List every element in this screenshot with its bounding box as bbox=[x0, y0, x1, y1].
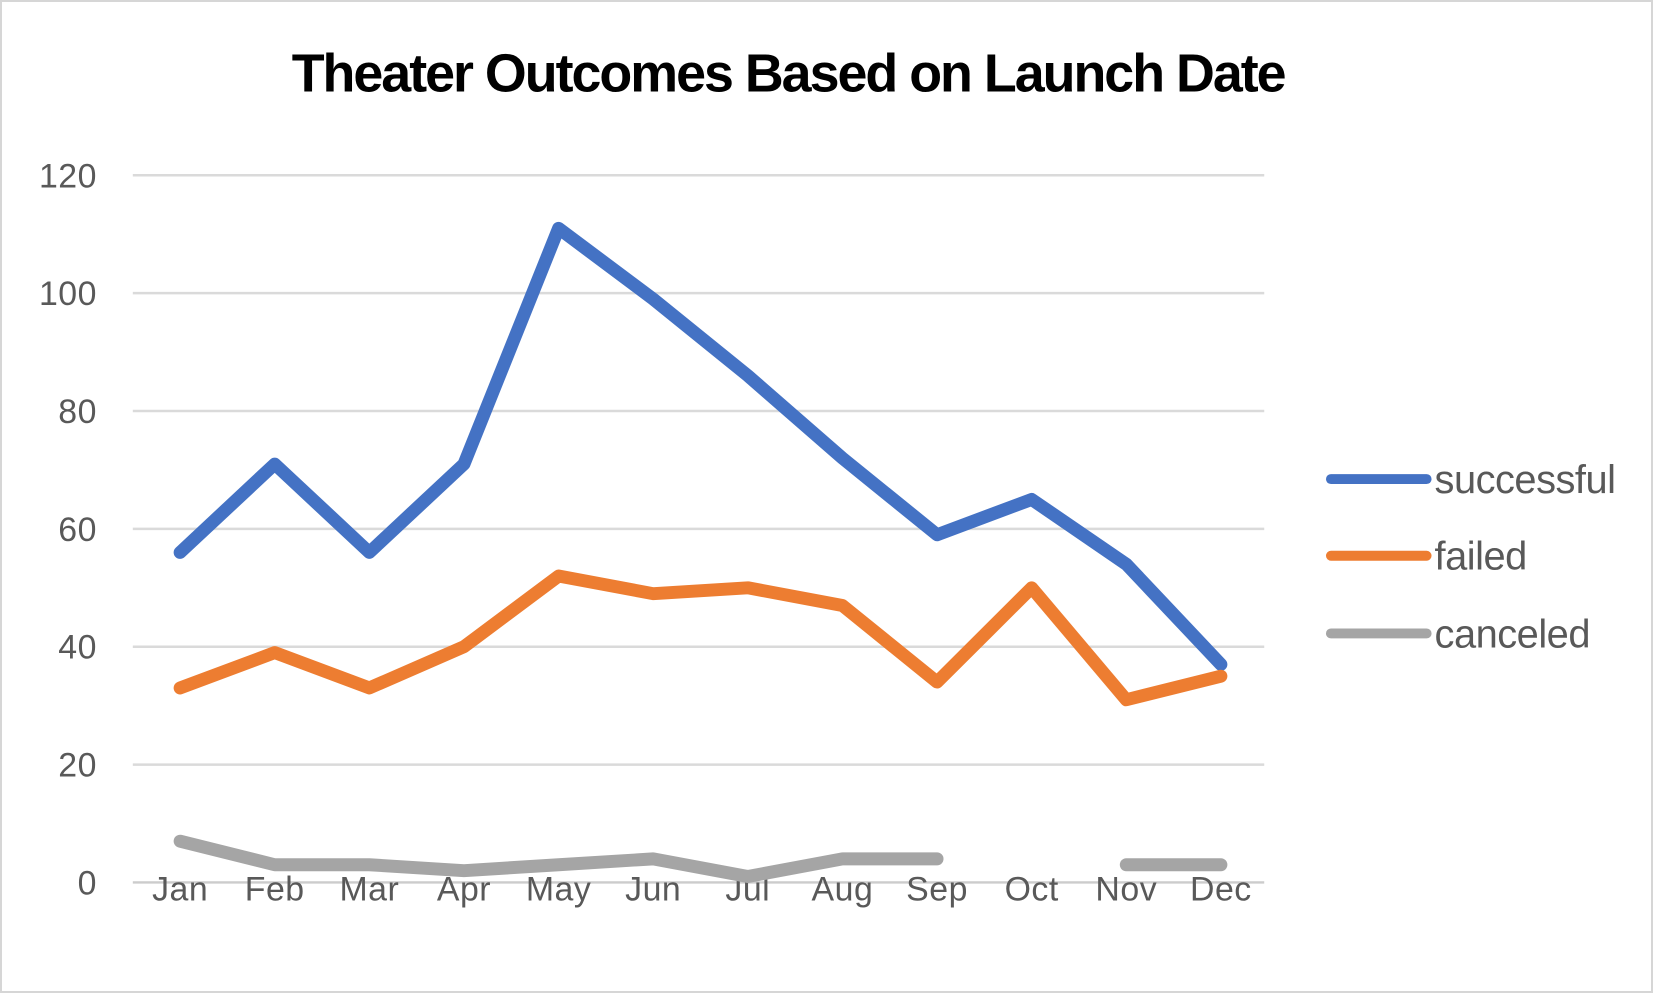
series-line-successful bbox=[173, 221, 1228, 671]
y-tick-label: 0 bbox=[78, 864, 97, 902]
legend-item: canceled bbox=[1325, 612, 1590, 656]
x-tick-label: Jun bbox=[625, 870, 681, 908]
y-tick-label: 60 bbox=[58, 511, 97, 549]
x-axis-labels: Jan Feb Mar Apr May Jun Jul Aug Sep Oct Nov Dec bbox=[152, 870, 1252, 908]
legend-label-successful: successful bbox=[1435, 458, 1616, 502]
series-line-failed bbox=[173, 569, 1228, 707]
x-tick-label: Aug bbox=[812, 870, 874, 908]
x-tick-label: May bbox=[526, 870, 591, 908]
y-axis-labels: 0 20 40 60 80 100 120 bbox=[39, 157, 97, 902]
gridlines bbox=[132, 174, 1265, 884]
x-tick-label: Dec bbox=[1190, 870, 1252, 908]
y-tick-label: 120 bbox=[39, 157, 97, 195]
x-tick-label: Nov bbox=[1095, 870, 1157, 908]
y-tick-label: 40 bbox=[58, 629, 97, 667]
legend-item: failed bbox=[1325, 535, 1527, 579]
x-tick-label: Mar bbox=[339, 870, 399, 908]
series-lines bbox=[173, 221, 1228, 884]
legend-label-failed: failed bbox=[1435, 535, 1527, 579]
x-tick-label: Sep bbox=[906, 870, 968, 908]
legend-item: successful bbox=[1325, 458, 1616, 502]
x-tick-label: Feb bbox=[245, 870, 305, 908]
series-line-canceled bbox=[173, 834, 944, 884]
y-tick-label: 80 bbox=[58, 393, 97, 431]
y-tick-label: 100 bbox=[39, 275, 97, 313]
x-tick-label: Oct bbox=[1005, 870, 1059, 908]
chart-title: Theater Outcomes Based on Launch Date bbox=[292, 44, 1286, 104]
legend-label-canceled: canceled bbox=[1435, 612, 1590, 656]
legend: successful failed canceled bbox=[1325, 458, 1616, 656]
x-tick-label: Jan bbox=[152, 870, 208, 908]
y-tick-label: 20 bbox=[58, 747, 97, 785]
